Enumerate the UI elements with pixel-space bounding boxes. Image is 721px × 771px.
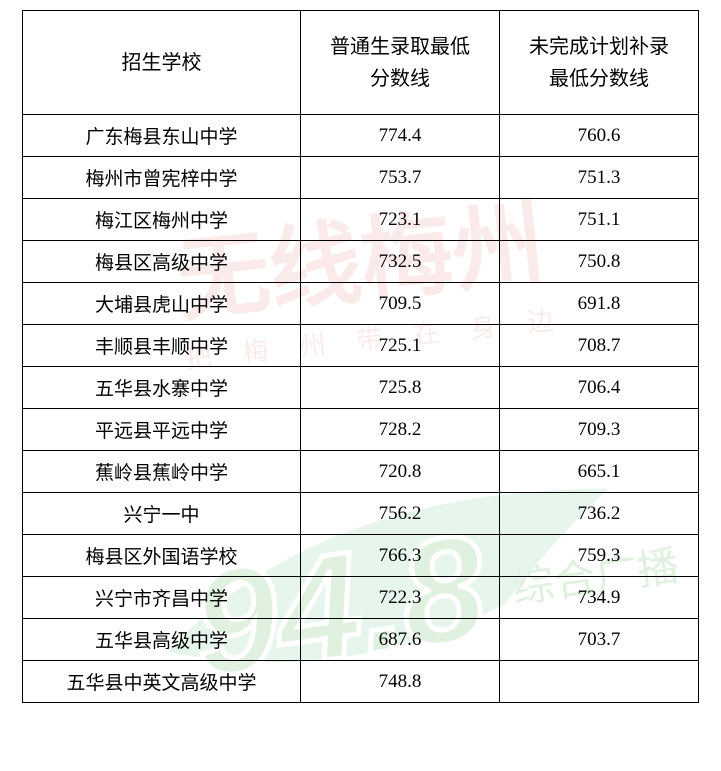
table-row: 梅县区高级中学732.5750.8 — [23, 241, 699, 283]
table-row: 广东梅县东山中学774.4760.6 — [23, 115, 699, 157]
table-row: 大埔县虎山中学709.5691.8 — [23, 283, 699, 325]
table-row: 蕉岭县蕉岭中学720.8665.1 — [23, 451, 699, 493]
cell-score2: 703.7 — [500, 619, 699, 661]
table-row: 五华县水寨中学725.8706.4 — [23, 367, 699, 409]
cell-school: 五华县高级中学 — [23, 619, 301, 661]
cell-school: 蕉岭县蕉岭中学 — [23, 451, 301, 493]
cell-school: 五华县水寨中学 — [23, 367, 301, 409]
cell-school: 梅江区梅州中学 — [23, 199, 301, 241]
cell-score2: 759.3 — [500, 535, 699, 577]
table-body: 广东梅县东山中学774.4760.6梅州市曾宪梓中学753.7751.3梅江区梅… — [23, 115, 699, 703]
header-school: 招生学校 — [23, 11, 301, 115]
cell-score2: 750.8 — [500, 241, 699, 283]
table-row: 丰顺县丰顺中学725.1708.7 — [23, 325, 699, 367]
cell-score1: 766.3 — [301, 535, 500, 577]
cell-score2: 709.3 — [500, 409, 699, 451]
header-score1: 普通生录取最低分数线 — [301, 11, 500, 115]
cell-score2: 708.7 — [500, 325, 699, 367]
cell-school: 兴宁一中 — [23, 493, 301, 535]
cell-score1: 774.4 — [301, 115, 500, 157]
cell-school: 丰顺县丰顺中学 — [23, 325, 301, 367]
cell-school: 平远县平远中学 — [23, 409, 301, 451]
cell-score2: 751.3 — [500, 157, 699, 199]
header-score1-text: 普通生录取最低分数线 — [330, 36, 470, 90]
cell-score1: 709.5 — [301, 283, 500, 325]
header-score2: 未完成计划补录最低分数线 — [500, 11, 699, 115]
cell-score2: 665.1 — [500, 451, 699, 493]
cell-score1: 732.5 — [301, 241, 500, 283]
cell-score2: 751.1 — [500, 199, 699, 241]
cell-score1: 723.1 — [301, 199, 500, 241]
table-row: 五华县高级中学687.6703.7 — [23, 619, 699, 661]
cell-score1: 687.6 — [301, 619, 500, 661]
cell-school: 五华县中英文高级中学 — [23, 661, 301, 703]
admission-scores-table: 招生学校 普通生录取最低分数线 未完成计划补录最低分数线 广东梅县东山中学774… — [22, 10, 699, 703]
table-row: 兴宁一中756.2736.2 — [23, 493, 699, 535]
cell-school: 大埔县虎山中学 — [23, 283, 301, 325]
cell-score2: 760.6 — [500, 115, 699, 157]
table-row: 平远县平远中学728.2709.3 — [23, 409, 699, 451]
cell-score1: 720.8 — [301, 451, 500, 493]
cell-score1: 748.8 — [301, 661, 500, 703]
cell-school: 广东梅县东山中学 — [23, 115, 301, 157]
cell-score1: 756.2 — [301, 493, 500, 535]
cell-score1: 725.8 — [301, 367, 500, 409]
cell-school: 梅州市曾宪梓中学 — [23, 157, 301, 199]
cell-school: 梅县区高级中学 — [23, 241, 301, 283]
table-row: 五华县中英文高级中学748.8 — [23, 661, 699, 703]
cell-school: 梅县区外国语学校 — [23, 535, 301, 577]
cell-score1: 728.2 — [301, 409, 500, 451]
cell-score1: 722.3 — [301, 577, 500, 619]
cell-score1: 725.1 — [301, 325, 500, 367]
cell-score2: 736.2 — [500, 493, 699, 535]
cell-score1: 753.7 — [301, 157, 500, 199]
table-row: 梅县区外国语学校766.3759.3 — [23, 535, 699, 577]
table-header-row: 招生学校 普通生录取最低分数线 未完成计划补录最低分数线 — [23, 11, 699, 115]
table-row: 兴宁市齐昌中学722.3734.9 — [23, 577, 699, 619]
cell-score2: 706.4 — [500, 367, 699, 409]
cell-score2: 691.8 — [500, 283, 699, 325]
cell-school: 兴宁市齐昌中学 — [23, 577, 301, 619]
header-score2-text: 未完成计划补录最低分数线 — [529, 36, 669, 90]
table-row: 梅州市曾宪梓中学753.7751.3 — [23, 157, 699, 199]
cell-score2 — [500, 661, 699, 703]
table-row: 梅江区梅州中学723.1751.1 — [23, 199, 699, 241]
cell-score2: 734.9 — [500, 577, 699, 619]
